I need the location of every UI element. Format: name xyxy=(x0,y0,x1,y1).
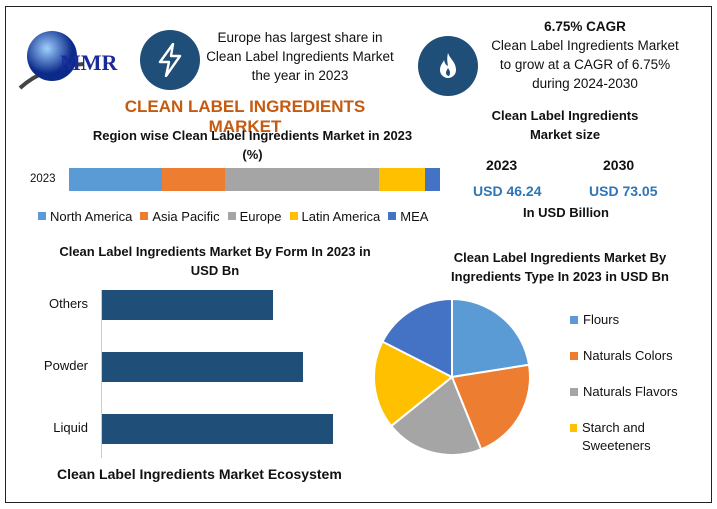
infographic-frame xyxy=(5,6,712,503)
legend-item: Europe xyxy=(227,208,282,224)
value-2023: USD 46.24 xyxy=(473,183,542,199)
legend-label: North America xyxy=(50,208,133,224)
form-category-label: Others xyxy=(48,296,88,311)
cagr-title: 6.75% CAGR xyxy=(544,19,626,34)
form-bar-powder xyxy=(102,352,303,382)
svg-text:MMR: MMR xyxy=(60,50,119,75)
legend-item: Latin America xyxy=(289,208,381,224)
legend-label: Flours xyxy=(583,312,620,327)
mmr-logo: MMR xyxy=(14,26,134,96)
legend-label: Europe xyxy=(239,208,282,224)
legend-swatch xyxy=(227,212,236,220)
pie-legend-item: Naturals Colors xyxy=(570,347,700,365)
region-chart-title: Region wise Clean Label Ingredients Mark… xyxy=(92,128,413,162)
legend-item: MEA xyxy=(388,209,428,224)
form-bar-others xyxy=(102,290,273,320)
value-2030: USD 73.05 xyxy=(589,183,658,199)
legend-label: Naturals Flavors xyxy=(583,384,678,399)
legend-swatch xyxy=(289,212,298,220)
stacked-segment-mea xyxy=(425,168,440,191)
legend-swatch xyxy=(570,352,578,360)
main-title: CLEAN LABEL INGREDIENTS MARKET xyxy=(124,97,366,136)
form-chart-title: Clean Label Ingredients Market By Form I… xyxy=(59,244,371,278)
highlight-text: Europe has largest share in Clean Label … xyxy=(206,30,394,83)
globe-icon: MMR xyxy=(18,31,119,90)
pie-legend-item: Starch and Sweeteners xyxy=(570,419,700,455)
legend-label: Naturals Colors xyxy=(583,348,673,363)
legend-item: Asia Pacific xyxy=(140,208,220,224)
pie-chart-title: Clean Label Ingredients Market By Ingred… xyxy=(451,250,669,284)
unit-label: In USD Billion xyxy=(523,205,609,220)
year-2030: 2030 xyxy=(603,157,635,173)
pie-slice-starch-and-sweeteners xyxy=(373,340,454,428)
market-size-title: Clean Label Ingredients Market size xyxy=(491,108,639,142)
pie-slice-naturals-flavors xyxy=(389,375,483,456)
lightning-icon xyxy=(140,30,200,90)
pie-legend-item: Flours xyxy=(570,311,700,329)
form-category-label: Liquid xyxy=(53,420,88,435)
legend-item: North America xyxy=(38,209,132,224)
year-2023: 2023 xyxy=(486,157,518,173)
stacked-segment-europe xyxy=(224,168,379,191)
legend-swatch xyxy=(388,212,397,220)
region-category-label: 2023 xyxy=(30,173,56,185)
stacked-segment-north-america xyxy=(69,168,162,191)
pie-slice-flours xyxy=(451,297,531,379)
stacked-segment-latin-america xyxy=(378,168,426,191)
legend-swatch xyxy=(570,424,577,432)
form-axis xyxy=(101,290,102,458)
pie-legend-item: Naturals Flavors xyxy=(570,383,700,401)
pie-slice-naturals-colors xyxy=(450,363,531,451)
legend-label: Latin America xyxy=(301,208,381,224)
pie-chart xyxy=(373,297,531,456)
pie-slice-other xyxy=(381,297,453,379)
form-category-label: Powder xyxy=(43,358,88,373)
legend-swatch xyxy=(140,212,149,220)
legend-label: Starch and Sweeteners xyxy=(581,420,651,453)
legend-swatch xyxy=(570,316,578,324)
pie-legend: Flours Naturals Colors Naturals Flavors Sta… xyxy=(570,311,700,473)
flame-icon xyxy=(418,36,478,96)
legend-swatch xyxy=(38,212,46,220)
stacked-segment-asia-pacific xyxy=(161,168,225,191)
legend-label: MEA xyxy=(400,208,429,224)
form-bar-liquid xyxy=(102,414,333,444)
region-legend: North America Asia Pacific Europe Latin Ame… xyxy=(38,207,436,225)
legend-swatch xyxy=(570,388,578,396)
stacked-bar xyxy=(69,168,440,191)
cagr-text: Clean Label Ingredients Market to grow a… xyxy=(491,38,679,91)
legend-label: Asia Pacific xyxy=(152,208,220,224)
footer-text: Clean Label Ingredients Market Ecosystem xyxy=(57,466,342,482)
